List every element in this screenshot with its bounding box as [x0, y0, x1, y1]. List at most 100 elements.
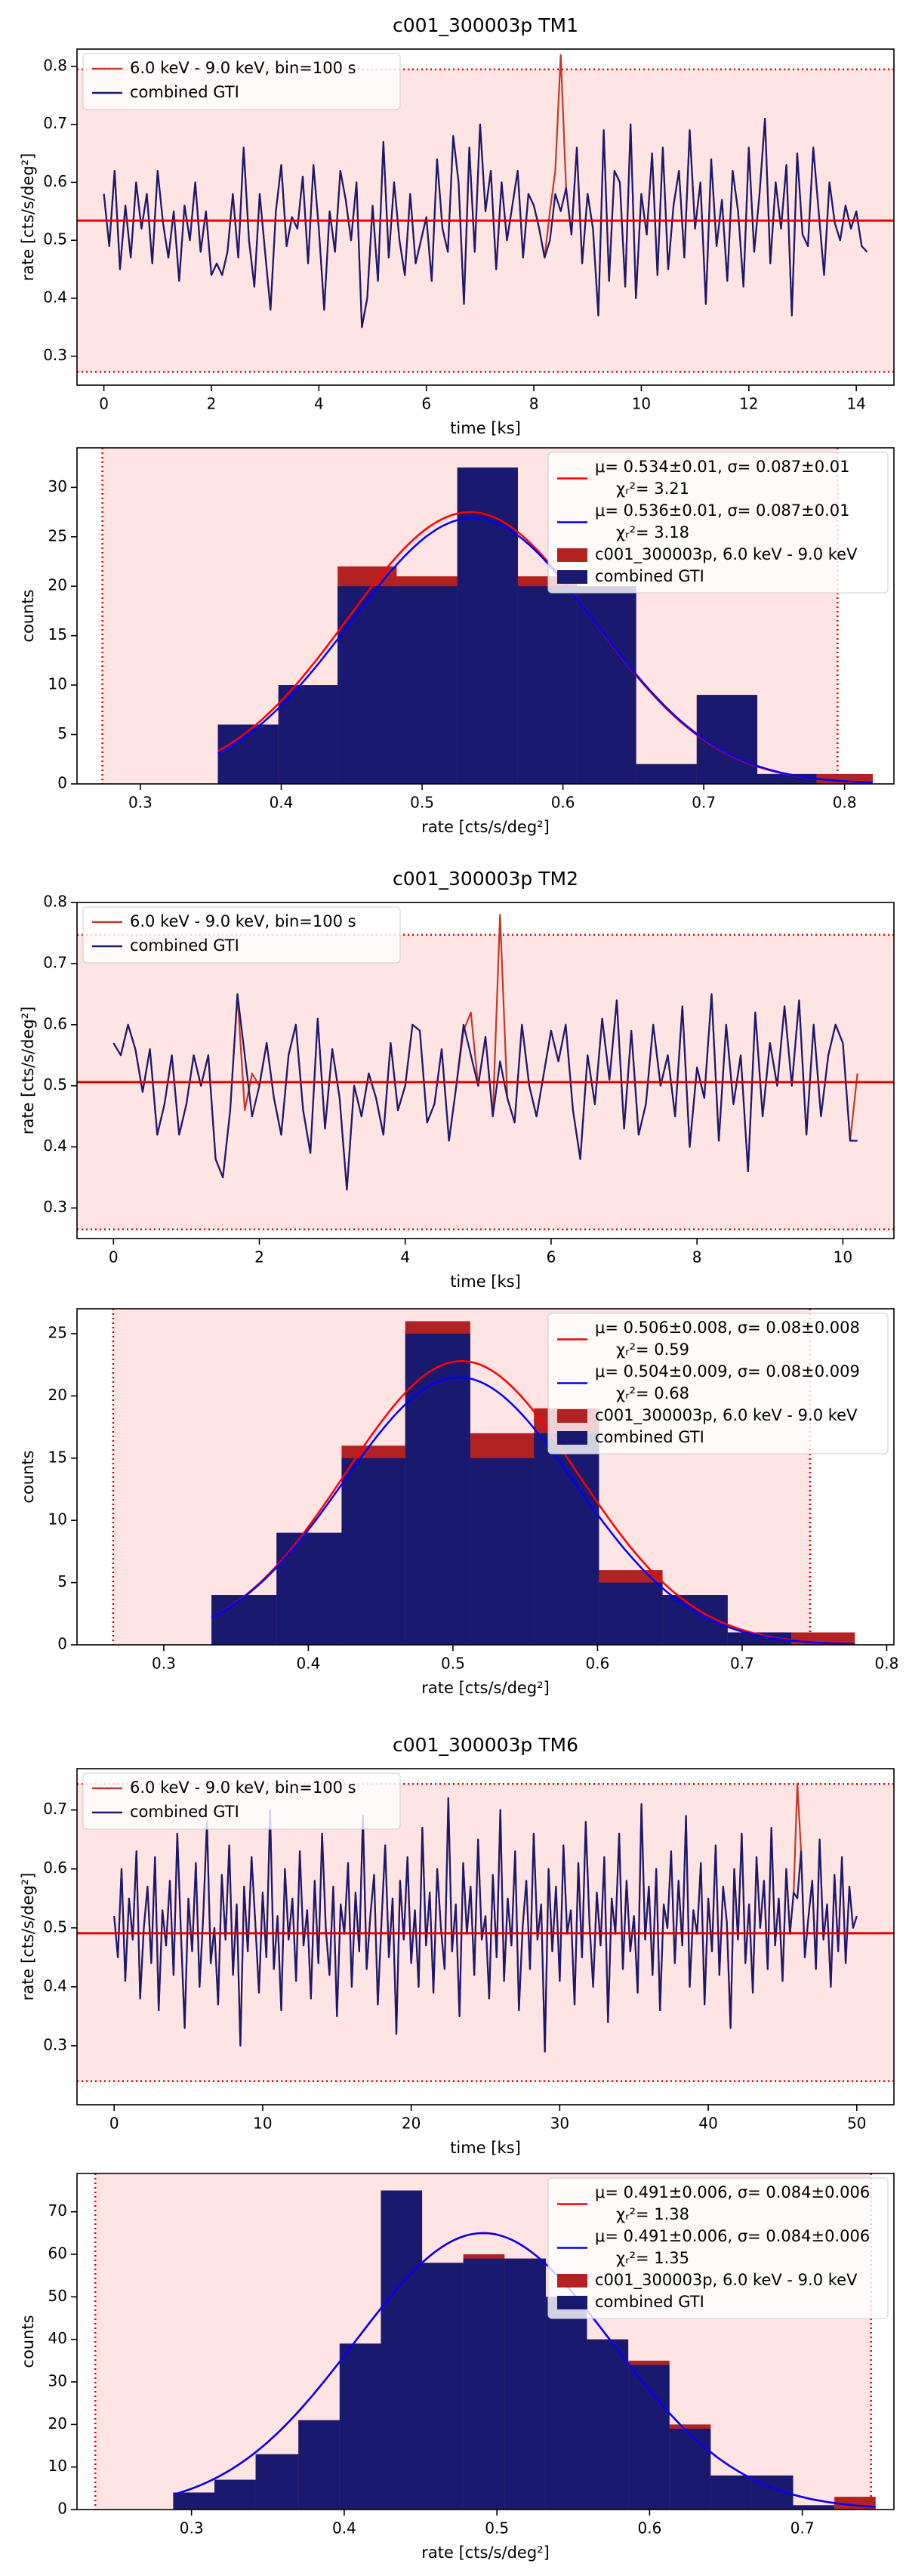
x-axis-label: rate [cts/s/deg²] [421, 1679, 550, 1697]
y-tick-label: 0 [57, 1635, 67, 1653]
legend-label: combined GTI [595, 2293, 704, 2311]
x-tick-label: 0.4 [297, 1655, 321, 1673]
light-curve-panel: 0 2 4 6 8 10 0.3 0.4 0.5 0.6 0.7 0.8 time [ks] rate [… [19, 868, 895, 1291]
y-tick-label: 0.7 [43, 953, 67, 971]
y-tick-label: 0.4 [43, 1976, 67, 1994]
y-tick-label: 60 [48, 2244, 67, 2263]
x-tick-label: 40 [698, 2115, 717, 2133]
x-tick-label: 14 [846, 395, 865, 413]
x-tick-label: 8 [692, 1248, 702, 1266]
x-tick-label: 10 [834, 1248, 852, 1266]
y-tick-label: 0.6 [43, 172, 67, 190]
legend-label: μ= 0.536±0.01, σ= 0.087±0.01 [595, 501, 850, 520]
histogram-bar [587, 2339, 629, 2510]
y-tick-label: 0.5 [43, 230, 67, 248]
legend-label: combined GTI [130, 1803, 239, 1821]
histogram-panel: 0.3 0.4 0.5 0.6 0.7 0.8 0 5 10 15 20 25 30 rate [cts/… [19, 447, 895, 836]
x-tick-label: 6 [547, 1248, 556, 1266]
y-axis-label: rate [cts/s/deg²] [19, 1873, 37, 2001]
y-tick-label: 5 [57, 724, 67, 742]
x-tick-label: 0.3 [180, 2519, 204, 2537]
histogram-bar [727, 1632, 792, 1645]
x-tick-label: 0.4 [332, 2519, 356, 2537]
legend-swatch [557, 1431, 587, 1445]
y-tick-label: 20 [48, 576, 67, 594]
legend-label: μ= 0.491±0.006, σ= 0.084±0.006 [595, 2227, 870, 2245]
chart-title: c001_300003p TM2 [393, 868, 578, 890]
light-curve-panel: 0 2 4 6 8 10 12 14 0.3 0.4 0.5 0.6 0.7 0.8 time [ks] ra… [19, 14, 895, 437]
legend-label: μ= 0.504±0.009, σ= 0.08±0.009 [595, 1362, 860, 1381]
legend-label: μ= 0.491±0.006, σ= 0.084±0.006 [595, 2183, 870, 2201]
histogram-bar [298, 2420, 340, 2510]
x-tick-label: 0.5 [410, 794, 434, 812]
gaussian-fit [211, 1360, 855, 1645]
x-tick-label: 0 [109, 1248, 119, 1266]
plot-area [77, 54, 894, 373]
y-tick-label: 70 [48, 2201, 67, 2220]
y-tick-label: 0 [57, 774, 67, 792]
legend-box [82, 1772, 401, 1830]
x-tick-label: 6 [421, 395, 431, 413]
x-tick-label: 0.7 [790, 2519, 815, 2537]
y-tick-label: 50 [48, 2287, 67, 2305]
histogram-bar [339, 2343, 381, 2510]
y-axis-label: counts [19, 589, 37, 642]
histogram-bar [381, 2190, 423, 2510]
axes-frame [76, 48, 895, 386]
histogram-bar [173, 2492, 215, 2510]
legend-label: χᵣ²= 3.18 [616, 523, 689, 541]
histogram-bar [534, 1433, 599, 1645]
y-tick-label: 0.3 [43, 346, 67, 364]
y-axis-label: rate [cts/s/deg²] [19, 1007, 37, 1135]
y-tick-label: 10 [48, 1510, 67, 1529]
legend-swatch [557, 548, 587, 562]
x-tick-label: 2 [254, 1248, 264, 1266]
histogram-bar [669, 2428, 711, 2510]
x-tick-label: 0.3 [152, 1655, 176, 1673]
x-tick-label: 10 [632, 395, 651, 413]
light-curve-panel: 0 10 20 30 40 50 0.3 0.4 0.5 0.6 0.7 time [ks] rate … [19, 1734, 895, 2157]
y-tick-label: 20 [48, 1386, 67, 1404]
legend-label: 6.0 keV - 9.0 keV, bin=100 s [130, 912, 356, 930]
legend: μ= 0.506±0.008, σ= 0.08±0.008 χᵣ²= 0.59 μ=… [547, 1313, 889, 1455]
chart-title: c001_300003p TM6 [393, 1734, 578, 1756]
y-tick-label: 0.6 [43, 1859, 67, 1877]
gaussian-fit [217, 517, 874, 784]
x-tick-label: 0 [109, 2115, 119, 2133]
histogram-bar [278, 685, 338, 784]
legend-swatch [557, 570, 587, 584]
legend-label: c001_300003p, 6.0 keV - 9.0 keV [595, 2271, 858, 2290]
y-tick-label: 25 [48, 526, 67, 545]
y-tick-label: 15 [48, 625, 67, 643]
y-tick-label: 0 [57, 2500, 67, 2518]
y-tick-label: 10 [48, 2457, 67, 2475]
x-tick-label: 0.8 [833, 794, 857, 812]
series-line [113, 1797, 858, 2053]
histogram-bar [628, 2365, 670, 2510]
gaussian-fit [211, 1376, 855, 1645]
histogram-bar [255, 2454, 299, 2510]
y-tick-label: 0.5 [43, 1075, 67, 1094]
histogram-panel: 0.3 0.4 0.5 0.6 0.7 0 10 20 30 40 50 60 70 rate [cts/… [19, 2173, 895, 2562]
y-tick-label: 10 [48, 675, 67, 693]
legend-label: combined GTI [595, 1428, 704, 1446]
legend-label: combined GTI [130, 83, 239, 101]
legend-label: χᵣ²= 1.38 [616, 2205, 689, 2223]
x-tick-label: 12 [739, 395, 758, 413]
legend-label: χᵣ²= 3.21 [616, 480, 689, 498]
x-tick-label: 2 [207, 395, 217, 413]
x-tick-label: 0.5 [441, 1655, 465, 1673]
y-tick-label: 30 [48, 2372, 67, 2390]
x-tick-label: 8 [529, 395, 539, 413]
legend-label: 6.0 keV - 9.0 keV, bin=100 s [130, 59, 356, 77]
legend-box [547, 452, 889, 594]
y-tick-label: 0.8 [43, 893, 67, 911]
histogram-bar [463, 2258, 505, 2510]
x-tick-label: 10 [253, 2115, 272, 2133]
plot-area [77, 914, 894, 1231]
histogram-bar [504, 2258, 546, 2510]
histogram-bar [793, 2505, 835, 2510]
series-line [112, 993, 858, 1191]
legend-swatch [557, 2296, 587, 2309]
